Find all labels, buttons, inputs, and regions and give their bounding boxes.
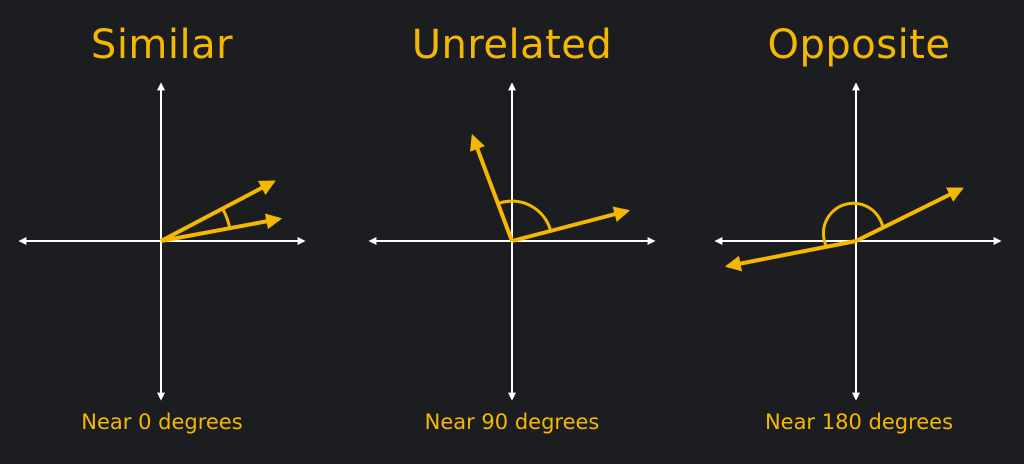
vector-diagram-opposite: [714, 82, 1002, 401]
vector-a: [470, 134, 514, 242]
angle-arc: [497, 199, 553, 232]
panel-title: Similar: [90, 22, 234, 68]
vector-diagram-similar: [18, 82, 306, 401]
vector-b: [160, 213, 283, 243]
panel-caption: Near 0 degrees: [81, 410, 243, 434]
panel-opposite: Opposite Near 180 degrees: [694, 0, 1024, 464]
angle-arc: [221, 207, 232, 229]
vector-a: [160, 180, 276, 243]
vector-b: [511, 206, 631, 243]
panel-unrelated: Unrelated Near 90 degrees: [350, 0, 674, 464]
vector-diagram-unrelated: [368, 82, 656, 401]
panel-title: Unrelated: [411, 22, 613, 68]
vector-b: [724, 239, 857, 272]
angle-arc: [821, 201, 885, 248]
vector-a: [855, 187, 964, 243]
panel-similar: Similar Near 0 degrees: [0, 0, 324, 464]
panel-caption: Near 180 degrees: [764, 410, 954, 434]
panel-title: Opposite: [767, 22, 951, 68]
panel-caption: Near 90 degrees: [424, 410, 600, 434]
